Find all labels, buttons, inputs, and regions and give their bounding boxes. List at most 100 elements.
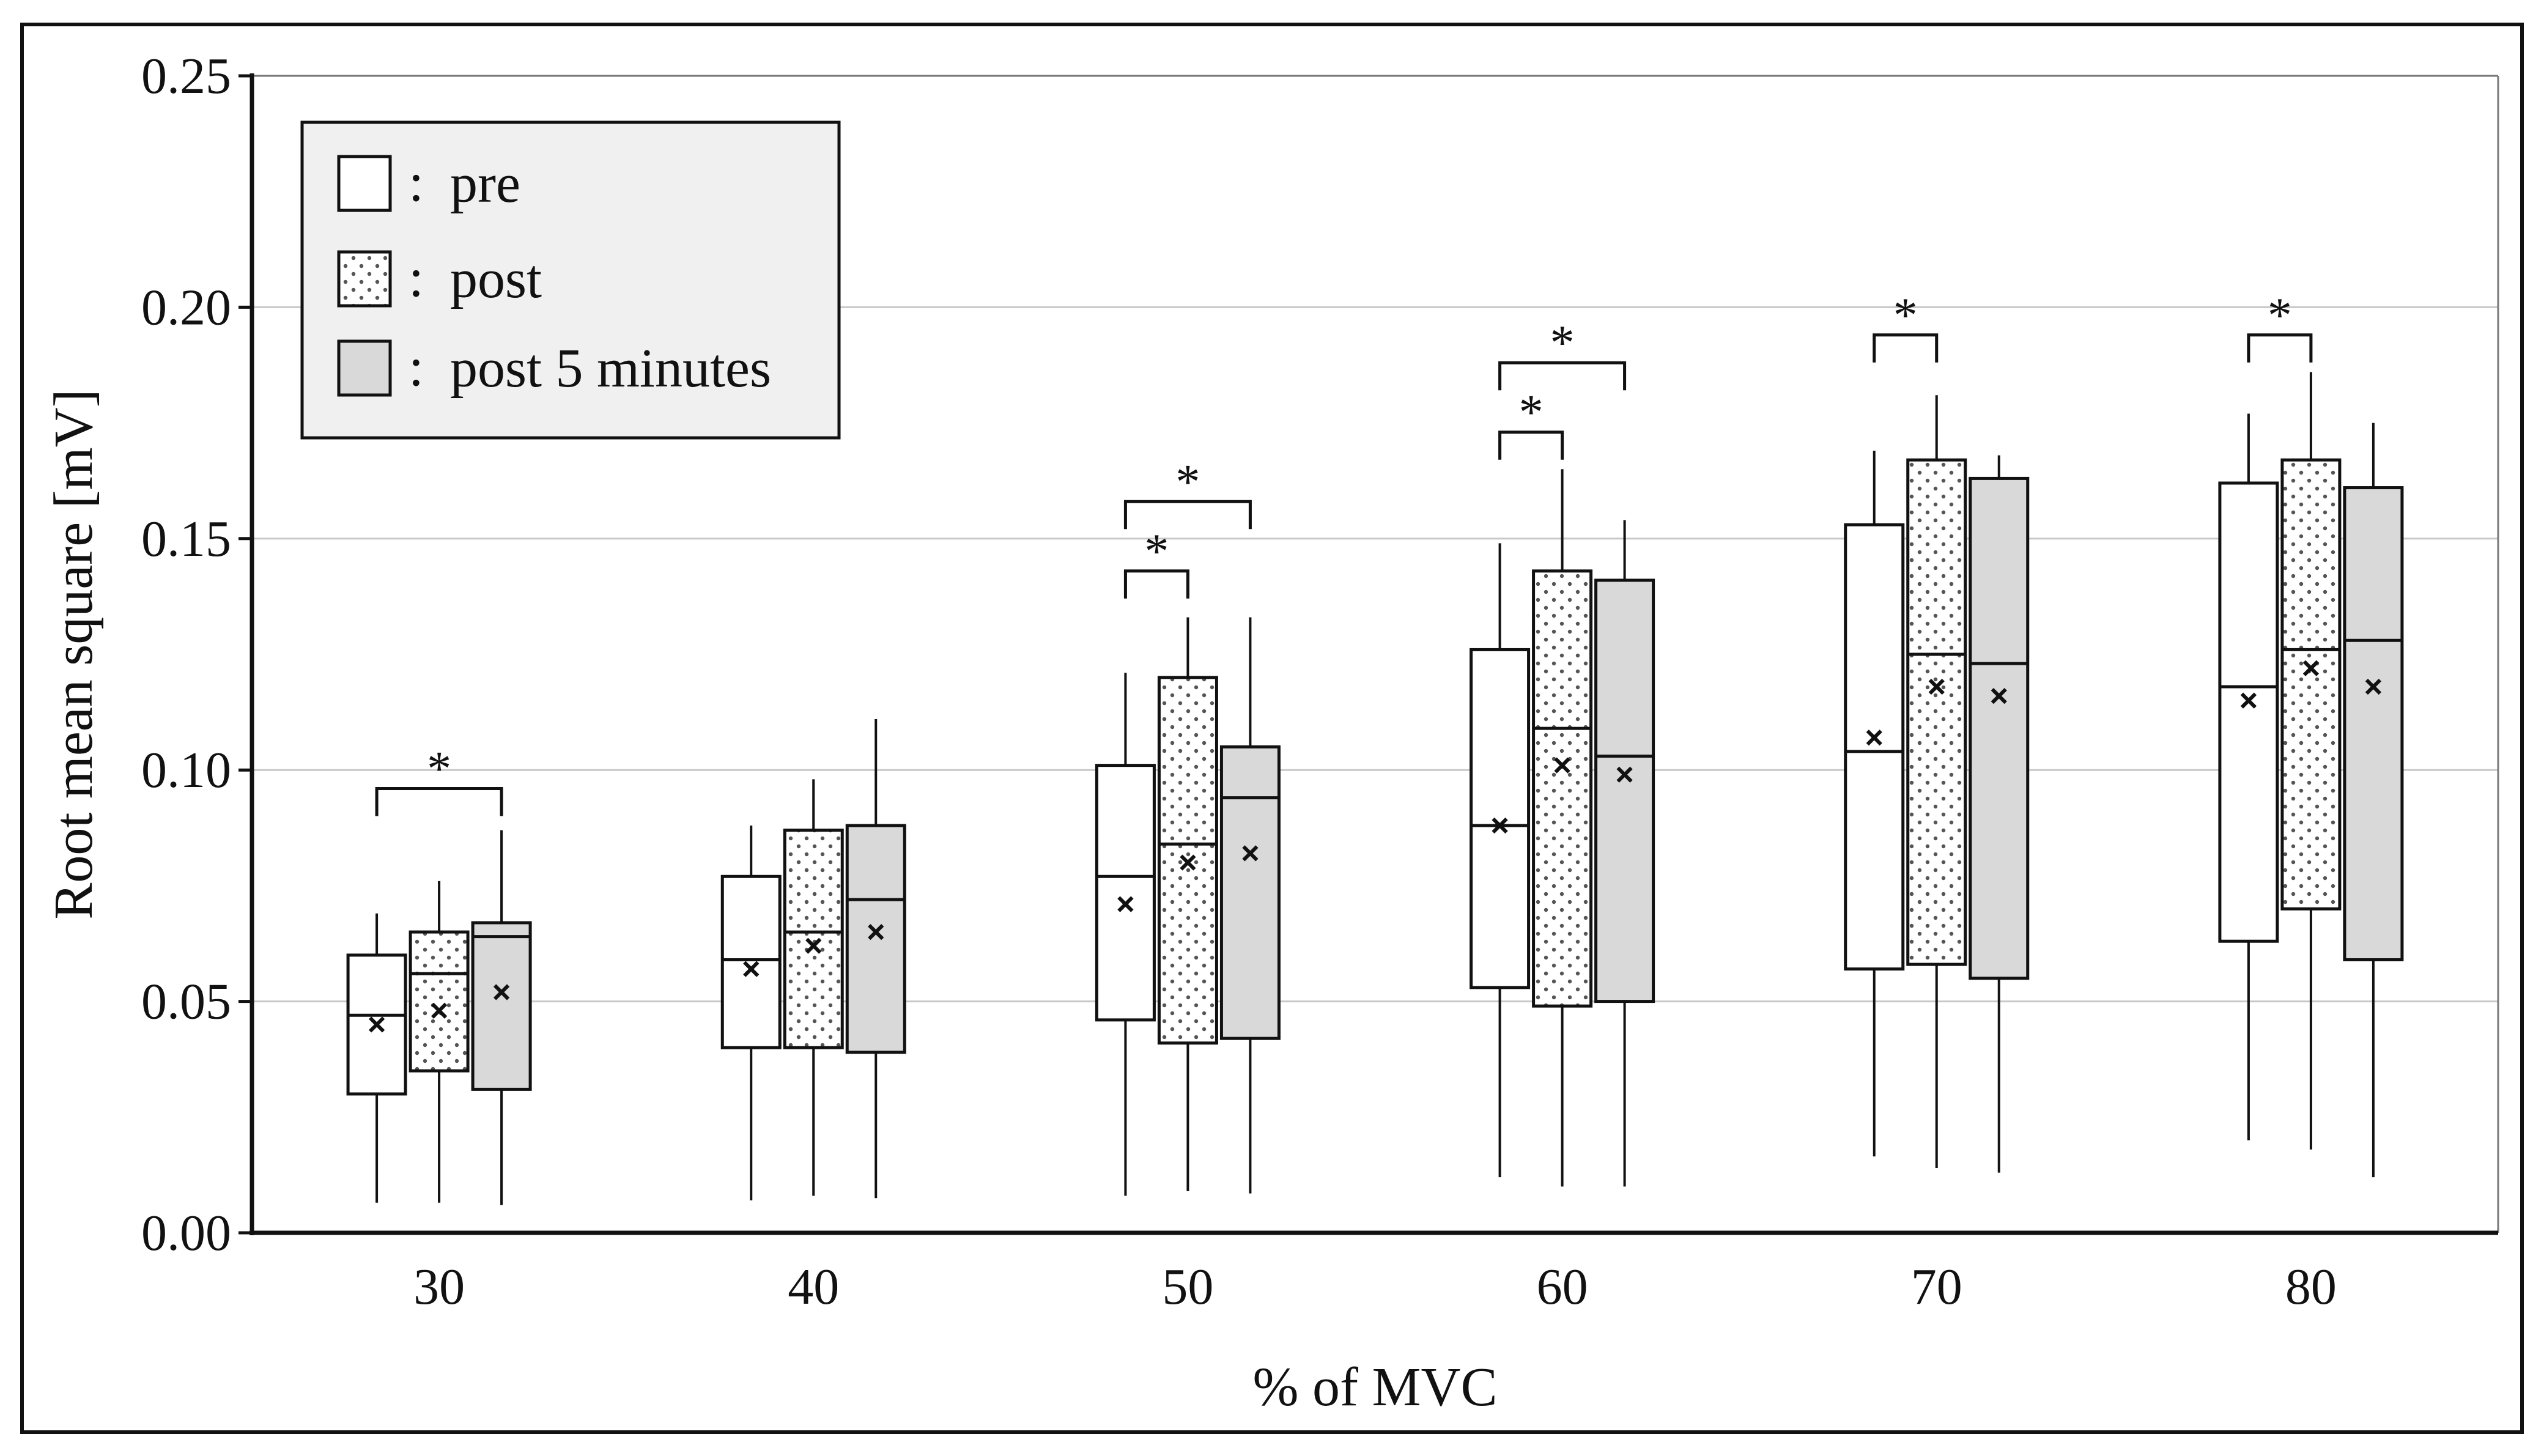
significance-bracket: *	[375, 742, 503, 816]
mean-marker	[1554, 757, 1570, 774]
plot-area	[346, 372, 2404, 1205]
significance-asterisk: *	[1519, 386, 1544, 440]
mean-marker	[1866, 730, 1882, 746]
bracket-line	[1873, 333, 1939, 363]
significance-asterisk: *	[1893, 289, 1918, 342]
legend-label-post-5-minutes: post 5 minutes	[450, 338, 771, 399]
box-post-80	[2280, 372, 2342, 1150]
mean-marker	[1616, 766, 1633, 783]
box-post-70	[1906, 395, 1967, 1169]
box-post-5-minutes-60	[1594, 520, 1655, 1187]
x-tick-label: 80	[2285, 1258, 2337, 1315]
significance-asterisk: *	[1144, 525, 1169, 578]
x-tick-label: 50	[1162, 1258, 1213, 1315]
box-body	[720, 874, 782, 1049]
box-pre-50	[1095, 673, 1156, 1196]
legend-separator: :	[409, 337, 424, 397]
y-tick-label: 0.20	[141, 279, 231, 336]
legend-swatch-post-5-minutes	[337, 339, 392, 397]
x-tick-label: 40	[788, 1258, 839, 1315]
box-body	[1532, 569, 1593, 1008]
mean-marker	[1928, 678, 1945, 695]
significance-markers: ****** *	[375, 289, 2313, 816]
box-pre-40	[720, 826, 782, 1201]
axes: 0.00 0.05 0.10 0.15 0.20 0.25 30 40 50 60 70 80 % of…	[43, 48, 2499, 1417]
mean-marker	[1991, 687, 2007, 704]
significance-asterisk: *	[2268, 289, 2292, 342]
box-post-5-minutes-50	[1219, 617, 1281, 1194]
mean-marker	[805, 937, 822, 954]
mean-marker	[1492, 817, 1508, 834]
significance-asterisk: *	[1550, 316, 1575, 370]
box-body	[409, 930, 470, 1073]
box-post-5-minutes-80	[2343, 423, 2404, 1178]
box-post-60	[1532, 469, 1593, 1187]
mean-marker	[1117, 896, 1134, 912]
legend-label-pre: pre	[450, 153, 520, 214]
significance-asterisk: *	[427, 742, 451, 796]
bracket-line	[1123, 500, 1252, 530]
mean-marker	[868, 923, 884, 940]
significance-bracket: *	[1873, 289, 1939, 363]
significance-asterisk: *	[1175, 455, 1200, 509]
y-tick-label: 0.10	[141, 742, 231, 799]
y-tick-label: 0.05	[141, 974, 231, 1030]
legend-separator: :	[409, 248, 424, 308]
significance-bracket: *	[2247, 289, 2313, 363]
y-tick-label: 0.00	[141, 1205, 231, 1262]
box-post-5-minutes-40	[845, 719, 906, 1199]
box-body	[1969, 476, 2030, 980]
box-pre-60	[1470, 543, 1531, 1178]
bracket-line	[1498, 431, 1564, 460]
mean-marker	[493, 984, 510, 1000]
box-body	[783, 829, 844, 1049]
legend-separator: :	[409, 152, 424, 213]
box-body	[845, 824, 906, 1054]
box-body	[1219, 745, 1281, 1040]
box-pre-80	[2218, 413, 2279, 1140]
bracket-line	[1498, 361, 1627, 391]
bracket-line	[1123, 569, 1189, 599]
box-pre-70	[1844, 451, 1905, 1157]
legend-swatch-post	[337, 250, 392, 308]
box-body	[2343, 486, 2404, 961]
box-body	[1095, 764, 1156, 1022]
box-post-5-minutes-70	[1969, 455, 2030, 1173]
box-body	[1906, 458, 1967, 966]
box-body	[2218, 481, 2279, 943]
significance-bracket: *	[1498, 386, 1564, 460]
mean-marker	[2365, 678, 2382, 695]
legend-label-post: post	[450, 249, 542, 309]
y-axis-title: Root mean square [mV]	[43, 389, 104, 919]
significance-bracket: *	[1498, 316, 1627, 391]
significance-bracket: *	[1123, 455, 1252, 530]
bracket-line	[2247, 333, 2313, 363]
mean-marker	[2240, 692, 2257, 709]
mean-marker	[2302, 660, 2320, 676]
box-post-5-minutes-30	[471, 830, 532, 1205]
box-body	[2280, 458, 2342, 911]
significance-bracket: *	[1123, 525, 1189, 599]
mean-marker	[1180, 854, 1196, 871]
legend: : pre: post: post 5 minutes	[300, 120, 841, 440]
box-body	[1844, 523, 1905, 971]
bracket-line	[375, 786, 503, 816]
box-body	[471, 921, 532, 1091]
x-axis-title: % of MVC	[1253, 1357, 1498, 1417]
mean-marker	[743, 961, 760, 977]
box-post-50	[1157, 617, 1218, 1191]
box-post-40	[783, 779, 844, 1196]
legend-swatch-pre	[337, 155, 392, 212]
box-body	[1594, 578, 1655, 1003]
mean-marker	[431, 1002, 448, 1019]
x-tick-label: 60	[1537, 1258, 1588, 1315]
mean-marker	[1242, 845, 1259, 862]
mean-marker	[368, 1016, 385, 1033]
x-tick-label: 30	[413, 1258, 465, 1315]
box-pre-30	[346, 913, 407, 1203]
x-tick-label: 70	[1911, 1258, 1962, 1315]
box-post-30	[409, 881, 470, 1203]
box-body	[1470, 648, 1531, 989]
